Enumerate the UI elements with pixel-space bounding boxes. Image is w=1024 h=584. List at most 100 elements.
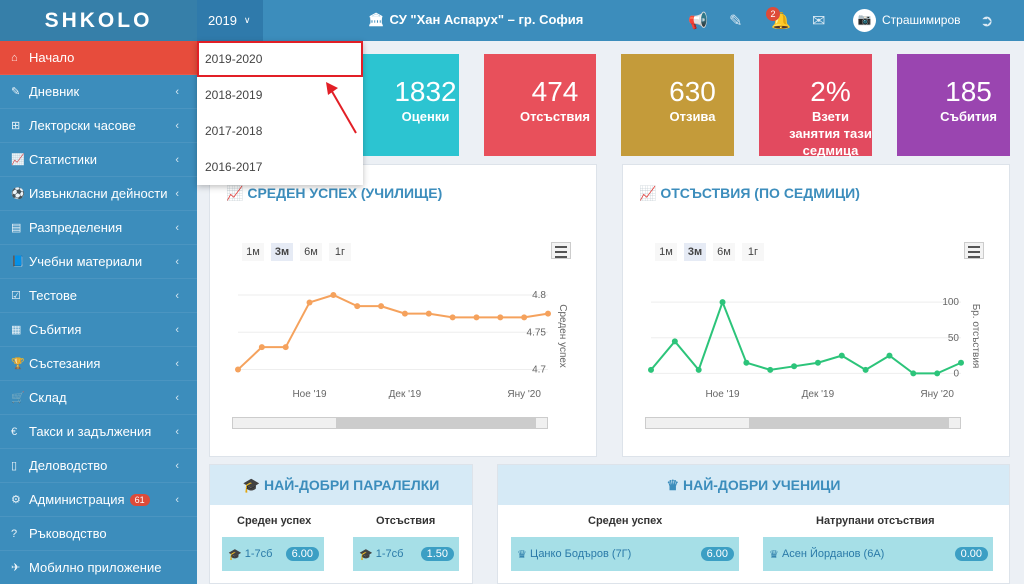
admin-count-badge: 61 bbox=[129, 493, 150, 506]
col-header-absences: Отсъствия bbox=[376, 515, 436, 527]
sidebar-item-15[interactable]: ✈ Мобилно приложение bbox=[0, 551, 197, 584]
user-name[interactable]: Страшимиров bbox=[882, 13, 961, 27]
data-point bbox=[521, 314, 528, 321]
cogs-icon: ⚙ bbox=[11, 494, 21, 506]
sidebar-item-1[interactable]: ✎ Дневник ‹ bbox=[0, 75, 197, 109]
zoom-3m-button[interactable]: 3м bbox=[684, 243, 706, 261]
chevron-left-icon: ‹ bbox=[175, 425, 179, 438]
envelope-icon[interactable]: ✉ bbox=[812, 13, 826, 30]
chart-menu-button[interactable] bbox=[551, 242, 571, 259]
zoom-1m-button[interactable]: 1м bbox=[242, 243, 264, 261]
sidebar-item-label: Дневник bbox=[29, 84, 80, 99]
graduation-cap-icon: 🎓 bbox=[359, 548, 373, 561]
sidebar-item-10[interactable]: 🛒 Склад ‹ bbox=[0, 381, 197, 415]
dropdown-item-2019-2020[interactable]: 2019-2020 bbox=[197, 41, 363, 77]
absences-chart: 0 50 100 Бр. отсъствия Ное '19 Дек '19 Яну '20 bbox=[648, 297, 981, 400]
megaphone-icon[interactable]: 📢 bbox=[688, 13, 708, 30]
absences-panel: 📈 ОТСЪСТВИЯ (ПО СЕДМИЦИ) 1м 3м 6м 1г 0 50… bbox=[622, 164, 1010, 457]
col-header-absences: Натрупани отсъствия bbox=[816, 515, 935, 527]
sidebar: ⌂ Начало ✎ Дневник ‹ ⊞ Лекторски часове ‹ 📈 Стати… bbox=[0, 41, 197, 584]
dropdown-item-2016-2017[interactable]: 2016-2017 bbox=[205, 160, 263, 174]
sidebar-item-6[interactable]: 📘 Учебни материали ‹ bbox=[0, 245, 197, 279]
avg-grade-panel: 📈 СРЕДЕН УСПЕХ (УЧИЛИЩЕ) 1м 3м 6м 1г 4.7… bbox=[209, 164, 597, 457]
zoom-1y-button[interactable]: 1г bbox=[329, 243, 351, 261]
plus-square-icon: ⊞ bbox=[11, 120, 21, 132]
sidebar-item-9[interactable]: 🏆 Състезания ‹ bbox=[0, 347, 197, 381]
tile-events[interactable]: 185 Събития bbox=[897, 54, 1010, 156]
sidebar-item-3[interactable]: 📈 Статистики ‹ bbox=[0, 143, 197, 177]
data-point bbox=[743, 359, 750, 366]
logout-icon[interactable]: ➲ bbox=[980, 13, 994, 30]
line-chart-icon: 📈 bbox=[11, 154, 25, 166]
data-point bbox=[862, 366, 869, 373]
chevron-left-icon: ‹ bbox=[175, 289, 179, 302]
institution-icon: 🏛 bbox=[368, 12, 385, 27]
x-tick-label: Дек '19 bbox=[802, 389, 835, 400]
notification-badge: 2 bbox=[766, 7, 780, 21]
cart-icon: 🛒 bbox=[11, 392, 25, 404]
sidebar-item-2[interactable]: ⊞ Лекторски часове ‹ bbox=[0, 109, 197, 143]
avg-grade-chart: 4.7 4.75 4.8 Среден успех Ное '19 Дек '19 Яну … bbox=[235, 290, 568, 400]
sidebar-item-14[interactable]: ? Ръководство bbox=[0, 517, 197, 551]
sidebar-item-8[interactable]: ▦ Събития ‹ bbox=[0, 313, 197, 347]
question-icon: ? bbox=[11, 527, 18, 540]
chevron-left-icon: ‹ bbox=[175, 357, 179, 370]
zoom-6m-button[interactable]: 6м bbox=[300, 243, 322, 261]
data-point bbox=[401, 310, 408, 317]
dropdown-item-2018-2019[interactable]: 2018-2019 bbox=[205, 88, 263, 102]
y-tick-label: 100 bbox=[942, 297, 959, 308]
data-point bbox=[767, 366, 774, 373]
zoom-1y-button[interactable]: 1г bbox=[742, 243, 764, 261]
value-badge: 6.00 bbox=[700, 547, 734, 561]
sidebar-item-12[interactable]: ▯ Деловодство ‹ bbox=[0, 449, 197, 483]
chevron-left-icon: ‹ bbox=[175, 119, 179, 132]
best-classes-header: 🎓 НАЙ-ДОБРИ ПАРАЛЕЛКИ bbox=[210, 465, 472, 505]
zoom-1m-button[interactable]: 1м bbox=[655, 243, 677, 261]
tile-absences[interactable]: 474 Отсъствия bbox=[484, 54, 596, 156]
euro-icon: € bbox=[11, 425, 18, 438]
sidebar-item-label: Склад bbox=[29, 390, 67, 405]
list-item[interactable]: ♛ Асен Йорданов (6А) 0.00 bbox=[763, 537, 993, 571]
list-item[interactable]: 🎓 1-7сб 6.00 bbox=[222, 537, 324, 571]
tile-feedback[interactable]: 630 Отзива bbox=[621, 54, 734, 156]
col-header-avg: Среден успех bbox=[237, 515, 312, 527]
data-point bbox=[695, 366, 702, 373]
sidebar-item-7[interactable]: ☑ Тестове ‹ bbox=[0, 279, 197, 313]
chevron-left-icon: ‹ bbox=[175, 493, 179, 506]
list-item[interactable]: ♛ Цанко Бодъров (7Г) 6.00 bbox=[511, 537, 739, 571]
school-year-selector[interactable]: 2019 ∨ bbox=[197, 0, 263, 41]
school-name: 🏛 СУ "Хан Аспарух" – гр. София bbox=[368, 12, 584, 27]
trophy-icon: 🏆 bbox=[11, 358, 25, 370]
zoom-6m-button[interactable]: 6м bbox=[713, 243, 735, 261]
x-tick-label: Ное '19 bbox=[292, 389, 327, 400]
series-line bbox=[650, 299, 962, 375]
student-icon: ♛ bbox=[666, 476, 683, 493]
tile-lessons-taken[interactable]: 2% Взети занятия тази седмица bbox=[759, 54, 872, 158]
sidebar-item-5[interactable]: ▤ Разпределения ‹ bbox=[0, 211, 197, 245]
graduation-cap-icon: 🎓 bbox=[228, 548, 242, 561]
list-item[interactable]: 🎓 1-7сб 1.50 bbox=[353, 537, 459, 571]
avatar[interactable]: 📷 bbox=[853, 9, 876, 32]
sidebar-item-11[interactable]: € Такси и задължения ‹ bbox=[0, 415, 197, 449]
sidebar-item-4[interactable]: ⚽ Извънкласни дейности ‹ bbox=[0, 177, 197, 211]
data-point bbox=[449, 314, 456, 321]
y-tick-label: 4.7 bbox=[532, 365, 546, 376]
chart-scrollbar[interactable] bbox=[232, 417, 548, 429]
sidebar-item-13[interactable]: ⚙ Администрация 61 ‹ bbox=[0, 483, 197, 517]
chart-scrollbar[interactable] bbox=[645, 417, 961, 429]
shkolo-logo[interactable]: SHKOLO bbox=[0, 0, 197, 41]
school-year-dropdown: 2019-2020 2018-2019 2017-2018 2016-2017 bbox=[197, 41, 363, 185]
edit-icon[interactable]: ✎ bbox=[729, 13, 743, 30]
data-point bbox=[497, 314, 504, 321]
dropdown-item-2017-2018[interactable]: 2017-2018 bbox=[205, 124, 263, 138]
sidebar-item-label: Състезания bbox=[29, 356, 101, 371]
best-students-panel: ♛ НАЙ-ДОБРИ УЧЕНИЦИ Среден успех Натрупа… bbox=[497, 464, 1010, 584]
student-icon: ♛ bbox=[517, 548, 527, 561]
edit-icon: ✎ bbox=[11, 86, 21, 98]
chart-menu-button[interactable] bbox=[964, 242, 984, 259]
zoom-3m-button[interactable]: 3м bbox=[271, 243, 293, 261]
sidebar-item-0[interactable]: ⌂ Начало bbox=[0, 41, 197, 75]
top-navbar: SHKOLO 2019 ∨ 🏛 СУ "Хан Аспарух" – гр. Со… bbox=[0, 0, 1024, 41]
sidebar-item-label: Тестове bbox=[29, 288, 77, 303]
tile-grades[interactable]: 1832 Оценки bbox=[362, 54, 459, 156]
